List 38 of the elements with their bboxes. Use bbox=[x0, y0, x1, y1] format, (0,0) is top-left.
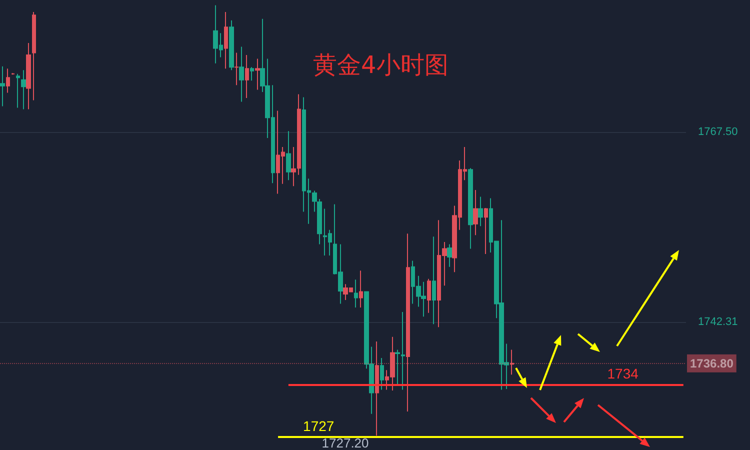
y-tick-label: 1742.31 bbox=[698, 316, 738, 328]
candlestick bbox=[510, 349, 514, 376]
ref-line-label: 1734 bbox=[607, 365, 639, 382]
candlestick bbox=[380, 358, 384, 390]
candlestick bbox=[297, 94, 301, 176]
candlestick bbox=[291, 146, 296, 187]
candlestick bbox=[0, 66, 5, 107]
candlestick bbox=[250, 66, 254, 82]
candlestick bbox=[26, 42, 31, 110]
candlestick bbox=[234, 52, 239, 86]
candlestick bbox=[401, 312, 405, 390]
candlestick bbox=[224, 12, 228, 70]
candlestick bbox=[432, 236, 436, 325]
candlestick bbox=[468, 168, 473, 250]
candlestick bbox=[239, 46, 244, 102]
y-tick-label: 1767.50 bbox=[698, 126, 738, 138]
ref-line-label: 1736.80 bbox=[690, 356, 734, 370]
candlestick bbox=[359, 270, 363, 308]
candlestick bbox=[478, 196, 483, 227]
candlestick bbox=[32, 12, 36, 101]
candlestick bbox=[286, 130, 291, 181]
candlestick bbox=[255, 58, 260, 90]
candlestick bbox=[6, 68, 10, 94]
candlestick bbox=[229, 20, 234, 71]
candlestick bbox=[354, 279, 358, 308]
candlestick bbox=[245, 54, 249, 98]
candlestick bbox=[395, 349, 400, 385]
candlestick bbox=[484, 208, 488, 255]
ref-line-label: 1727 bbox=[303, 418, 334, 434]
candlestick bbox=[21, 70, 26, 110]
candlestick bbox=[406, 233, 410, 412]
candlestick bbox=[447, 244, 452, 268]
candlestick bbox=[427, 278, 431, 314]
candlestick bbox=[473, 189, 478, 236]
candlestick bbox=[375, 340, 379, 436]
annotation: 1727.20 bbox=[322, 436, 369, 450]
text: 黄金4小时图 bbox=[313, 51, 448, 79]
candlestick bbox=[16, 73, 20, 108]
